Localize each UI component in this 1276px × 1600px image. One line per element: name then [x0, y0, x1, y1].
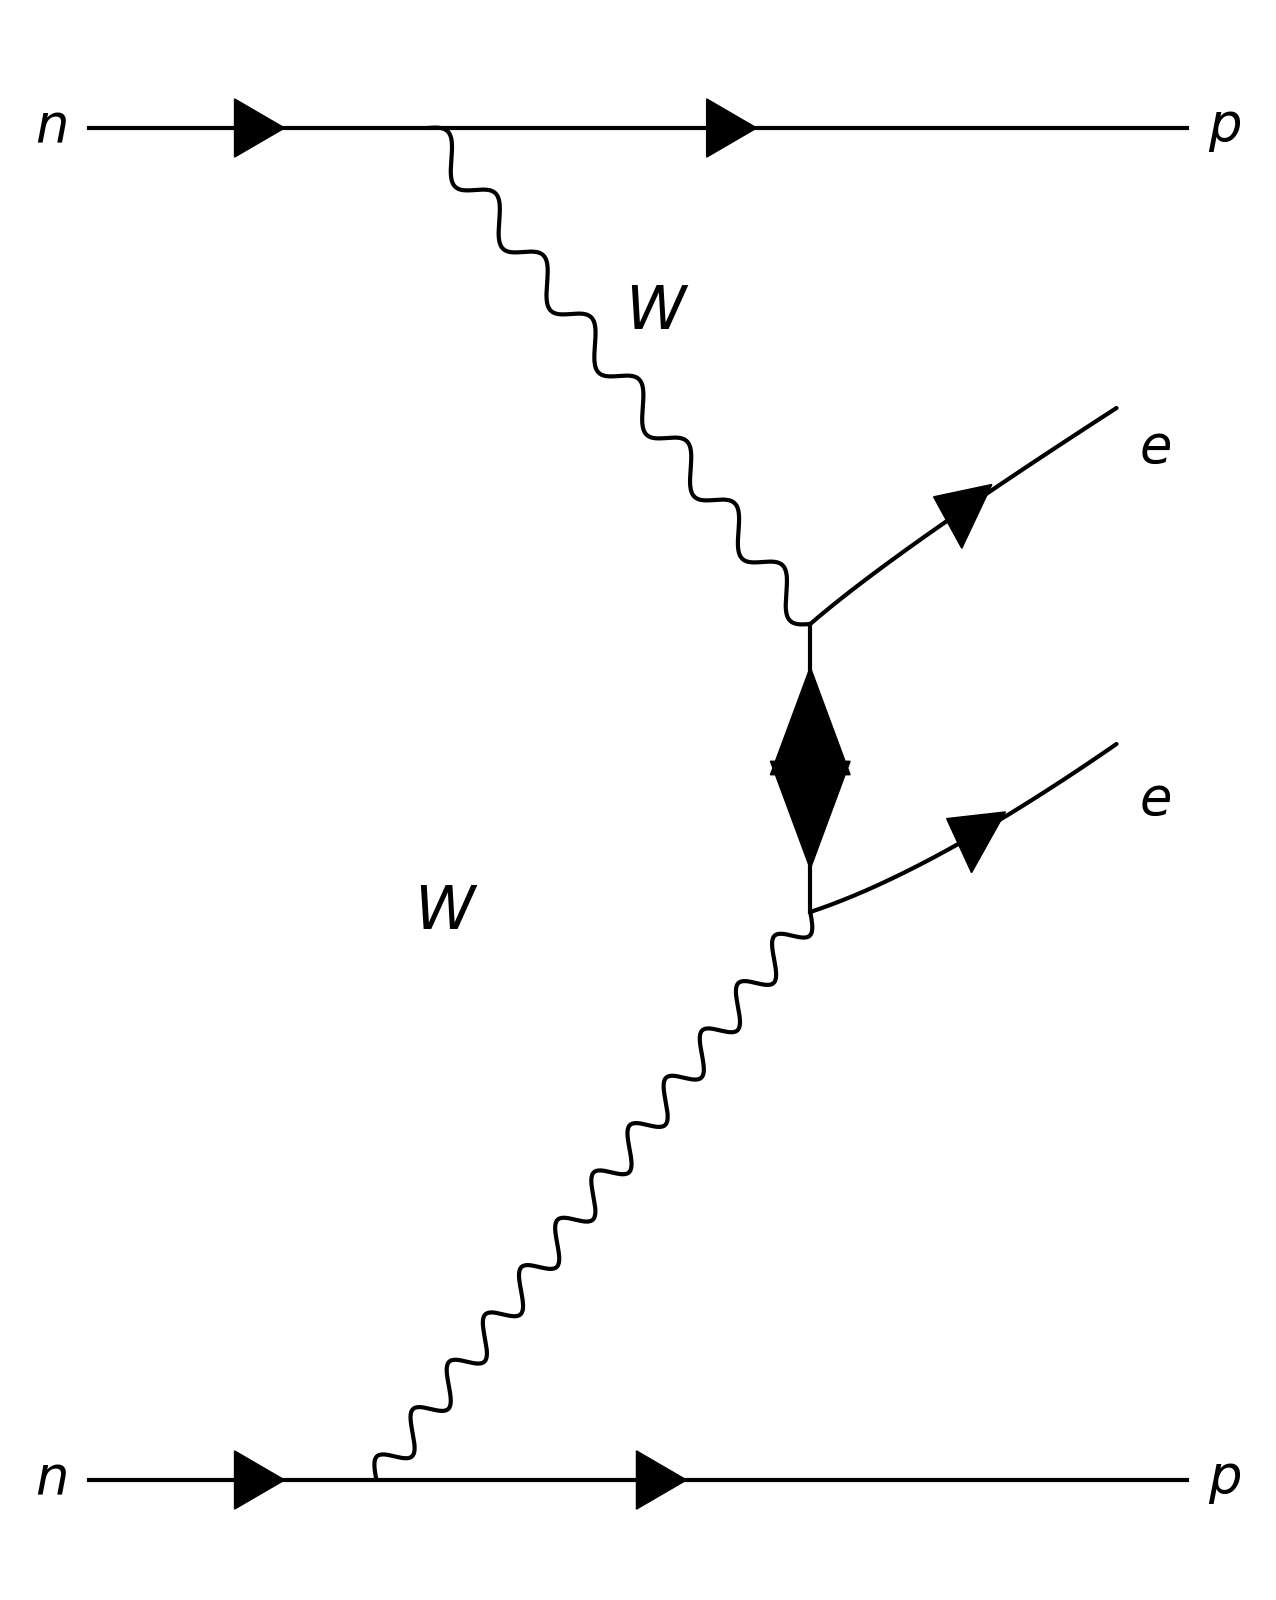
- Polygon shape: [934, 485, 991, 549]
- Text: $W$: $W$: [625, 282, 689, 342]
- Polygon shape: [637, 1451, 686, 1509]
- Text: $p$: $p$: [1208, 1454, 1242, 1506]
- Polygon shape: [235, 1451, 285, 1509]
- Polygon shape: [707, 99, 757, 157]
- Text: $n$: $n$: [36, 1454, 66, 1506]
- Text: $W$: $W$: [415, 882, 478, 942]
- Text: $p$: $p$: [1208, 102, 1242, 154]
- Polygon shape: [235, 99, 285, 157]
- Polygon shape: [947, 811, 1005, 872]
- Text: $e$: $e$: [1138, 774, 1171, 826]
- Polygon shape: [771, 762, 850, 869]
- Text: $e$: $e$: [1138, 422, 1171, 474]
- Text: $n$: $n$: [36, 102, 66, 154]
- Polygon shape: [771, 667, 850, 774]
